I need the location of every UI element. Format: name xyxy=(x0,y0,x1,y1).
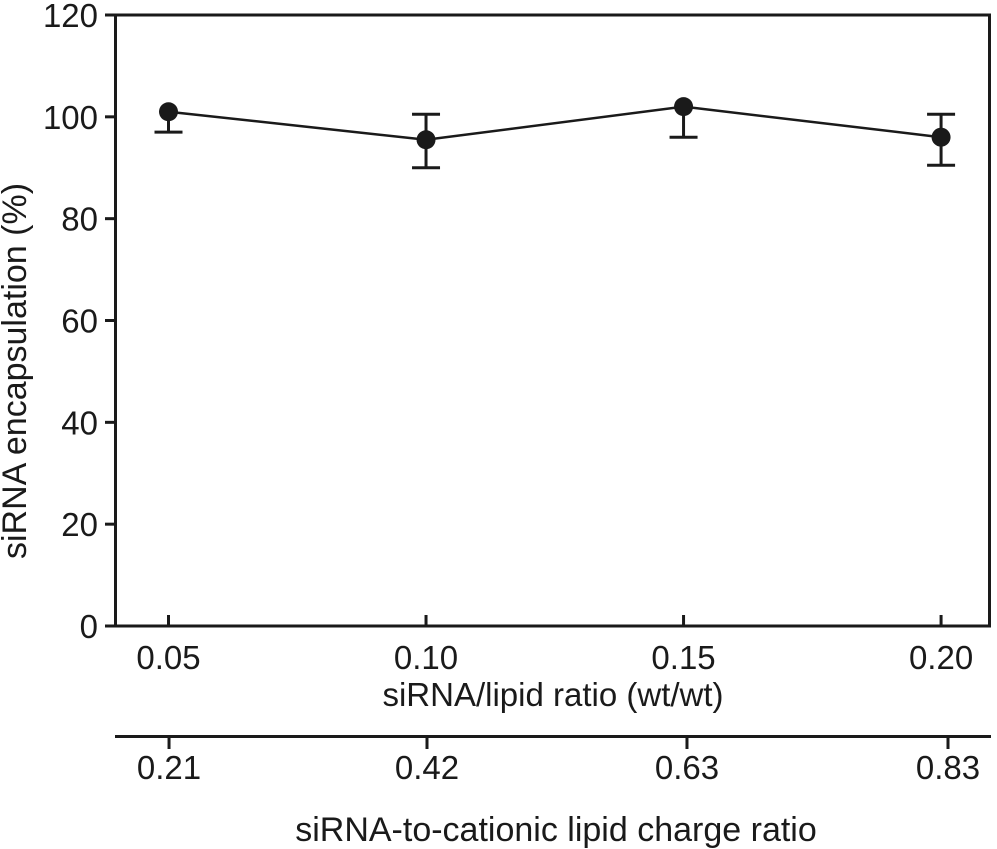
secondary-x-tick-label: 0.21 xyxy=(137,749,201,786)
y-tick-label: 80 xyxy=(61,201,98,238)
data-point-marker xyxy=(931,127,951,147)
x-tick-label: 0.15 xyxy=(651,639,715,676)
plot-border xyxy=(114,13,991,628)
data-point-marker xyxy=(674,97,694,117)
secondary-x-tick-label: 0.63 xyxy=(655,749,719,786)
series-line xyxy=(168,105,942,142)
y-tick-label: 0 xyxy=(80,608,98,645)
plot-area: 0 20 40 60 80 100 120 0.05 0.10 0.15 0.20 0.21 0.42 0… xyxy=(43,0,991,786)
y-tick-label: 40 xyxy=(61,404,98,441)
data-point-marker xyxy=(416,130,436,150)
y-tick-label: 120 xyxy=(43,0,98,34)
y-tick-label: 100 xyxy=(43,99,98,136)
x-tick-label: 0.05 xyxy=(136,639,200,676)
y-tick-label: 20 xyxy=(61,506,98,543)
x-tick-label: 0.20 xyxy=(909,639,973,676)
data-point-marker xyxy=(159,102,179,122)
y-axis-title: siRNA encapsulation (%) xyxy=(0,183,34,559)
secondary-x-tick-label: 0.83 xyxy=(916,749,980,786)
x-axis-title: siRNA/lipid ratio (wt/wt) xyxy=(382,676,723,713)
y-tick-label: 60 xyxy=(61,303,98,340)
secondary-x-axis-title: siRNA-to-cationic lipid charge ratio xyxy=(295,811,817,849)
secondary-x-tick-label: 0.42 xyxy=(395,749,459,786)
x-tick-label: 0.10 xyxy=(394,639,458,676)
